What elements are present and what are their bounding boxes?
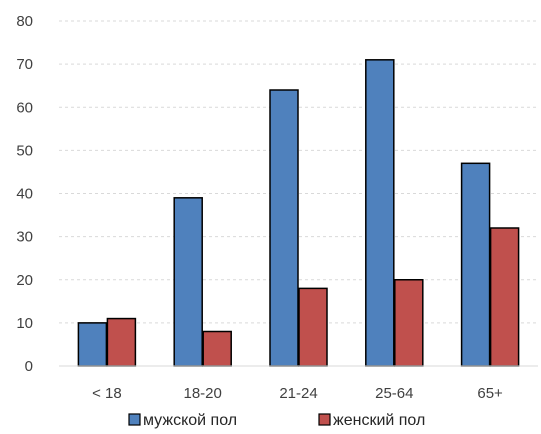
y-tick-label: 60 xyxy=(16,99,33,116)
x-axis: < 18 18-20 21-24 25-64 65+ xyxy=(59,365,538,402)
legend-label-male: мужской пол xyxy=(143,412,237,429)
y-tick-label: 30 xyxy=(16,229,33,246)
bars xyxy=(77,59,520,367)
y-tick-label: 0 xyxy=(25,358,33,375)
bar-female-0 xyxy=(106,317,137,367)
bar-female-4 xyxy=(489,227,520,367)
x-tick-label: < 18 xyxy=(92,385,122,402)
legend: мужской пол женский пол xyxy=(128,412,425,429)
grid-lines xyxy=(59,20,538,324)
bar-female-2 xyxy=(298,287,328,367)
legend-swatch-male xyxy=(128,413,141,426)
y-tick-label: 40 xyxy=(16,186,33,203)
bar-male-4 xyxy=(460,162,491,367)
y-tick-label: 20 xyxy=(16,272,33,289)
y-tick-label: 70 xyxy=(16,56,33,73)
y-axis: 0 10 20 30 40 50 60 70 80 xyxy=(16,13,33,375)
x-tick-label: 65+ xyxy=(477,385,503,402)
bar-male-1 xyxy=(173,197,203,367)
x-tick-label: 18-20 xyxy=(184,385,222,402)
x-tick-label: 21-24 xyxy=(279,385,317,402)
legend-label-female: женский пол xyxy=(333,412,425,429)
legend-swatch-female xyxy=(318,413,331,426)
y-tick-label: 80 xyxy=(16,13,33,30)
bar-female-1 xyxy=(202,330,232,367)
bar-male-3 xyxy=(365,59,395,367)
y-tick-label: 10 xyxy=(16,315,33,332)
y-tick-label: 50 xyxy=(16,142,33,159)
bar-female-3 xyxy=(394,279,424,367)
bar-male-0 xyxy=(77,322,108,367)
x-tick-label: 25-64 xyxy=(375,385,413,402)
bar-male-2 xyxy=(269,89,299,367)
